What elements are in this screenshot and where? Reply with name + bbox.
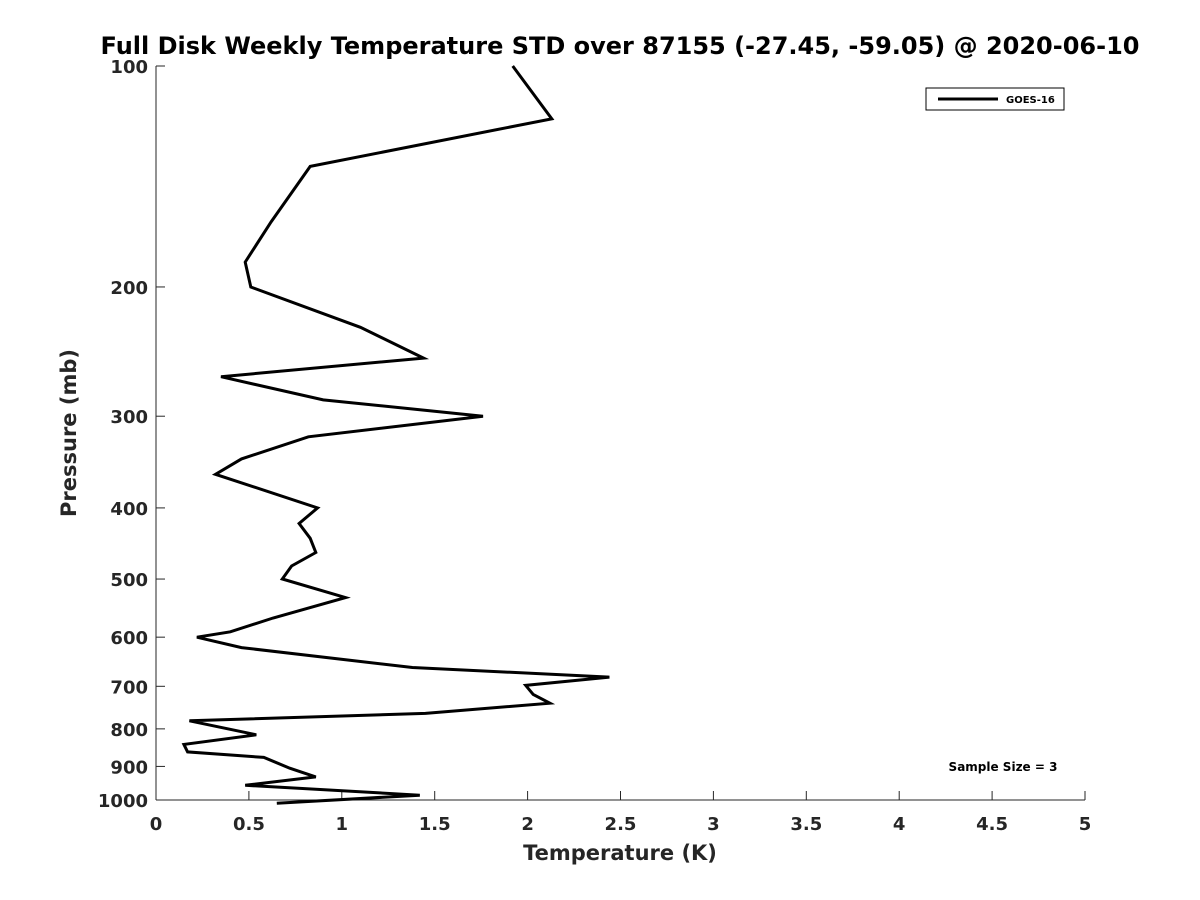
legend-entry-goes-16: GOES-16: [1006, 95, 1055, 106]
y-tick-label: 900: [110, 757, 148, 778]
series-line-goes-16: [181, 65, 610, 805]
y-tick-label: 700: [110, 677, 148, 698]
x-tick-label: 4: [893, 814, 906, 835]
x-tick-label: 5: [1079, 814, 1092, 835]
x-tick-label: 1.5: [419, 814, 451, 835]
x-tick-label: 2: [521, 814, 534, 835]
legend: GOES-16: [925, 87, 1065, 111]
y-tick-label: 400: [110, 499, 148, 520]
chart-title: Full Disk Weekly Temperature STD over 87…: [101, 32, 1140, 60]
x-tick-label: 3: [707, 814, 720, 835]
y-tick-label: 600: [110, 628, 148, 649]
x-tick-label: 2.5: [605, 814, 637, 835]
y-tick-label: 500: [110, 570, 148, 591]
series-layer: [181, 65, 610, 805]
x-axis-ticks: 0 0.5 1 1.5 2 2.5 3 3.5 4 4.5 5: [150, 791, 1092, 835]
x-axis-label: Temperature (K): [523, 841, 717, 865]
plot-area: [155, 66, 1085, 801]
sample-size-annotation: Sample Size = 3: [949, 760, 1058, 774]
x-tick-label: 1: [336, 814, 349, 835]
y-axis-label: Pressure (mb): [57, 349, 81, 517]
y-tick-label: 100: [110, 57, 148, 78]
y-axis-ticks: 100 200 300 400 500 600 700 800 900 1000: [98, 57, 165, 812]
x-tick-label: 4.5: [976, 814, 1008, 835]
y-tick-label: 200: [110, 278, 148, 299]
x-tick-label: 0.5: [233, 814, 265, 835]
x-tick-label: 3.5: [790, 814, 822, 835]
y-tick-label: 300: [110, 407, 148, 428]
x-tick-label: 0: [150, 814, 163, 835]
y-tick-label: 800: [110, 720, 148, 741]
y-tick-label: 1000: [98, 791, 148, 812]
